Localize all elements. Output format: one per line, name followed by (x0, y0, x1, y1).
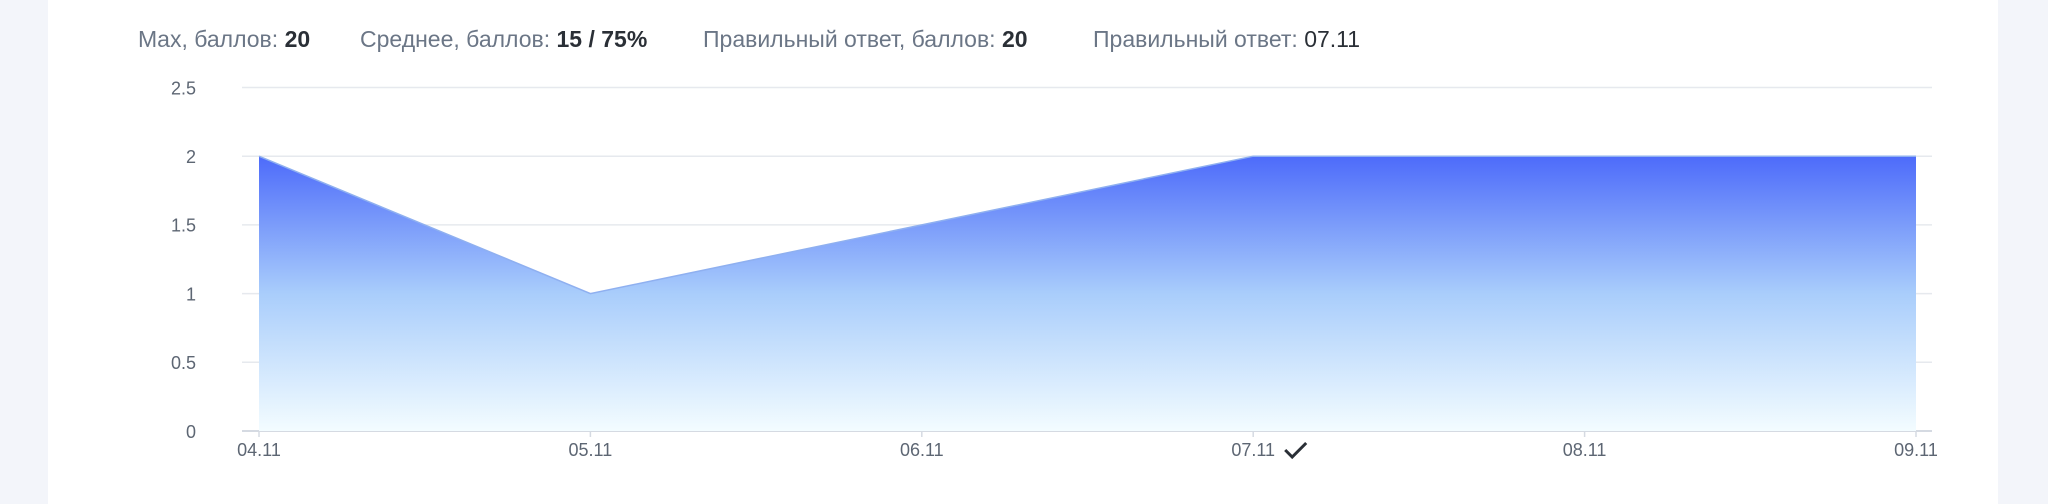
stat-value: 20 (1001, 26, 1028, 52)
x-tick-label: 04.11 (237, 440, 281, 460)
stat-label: Max, баллов: (138, 26, 279, 52)
area-line (258, 155, 1916, 295)
area (259, 156, 1916, 431)
x-tick-label: 08.11 (1563, 440, 1607, 460)
stat-label: Правильный ответ, баллов: (703, 26, 996, 52)
correct-check (1284, 441, 1308, 460)
stat: Правильный ответ: 07.11 (1093, 26, 1360, 53)
stat-value: 15 / 75% (556, 26, 648, 52)
y-tick-label: 0 (186, 422, 196, 442)
stat-label: Среднее, баллов: (360, 26, 551, 52)
y-tick-label: 2.5 (171, 78, 196, 98)
x-tick-label: 07.11 (1231, 440, 1275, 460)
y-tick-label: 1 (186, 284, 196, 304)
stat-label: Правильный ответ: (1093, 26, 1298, 52)
stat-value: 20 (284, 26, 311, 52)
x-tick-label: 09.11 (1894, 440, 1938, 460)
stat-value: 07.11 (1304, 26, 1361, 52)
stat: Правильный ответ, баллов: 20 (703, 26, 1028, 53)
x-tick-label: 05.11 (569, 440, 613, 460)
y-tick-label: 2 (186, 147, 196, 167)
stat: Max, баллов: 20 (138, 26, 310, 53)
y-tick-label: 0.5 (171, 353, 196, 373)
stat: Среднее, баллов: 15 / 75% (360, 26, 647, 53)
y-tick-label: 1.5 (171, 216, 196, 236)
x-tick-label: 06.11 (900, 440, 944, 460)
